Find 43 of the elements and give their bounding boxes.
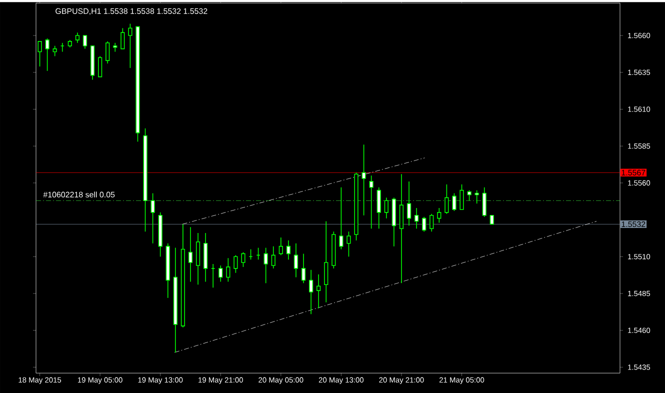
candlestick — [452, 192, 456, 212]
candlestick — [45, 38, 50, 72]
candlestick — [324, 220, 328, 303]
candlestick — [422, 216, 426, 232]
candlestick — [294, 242, 298, 278]
candlestick — [316, 274, 321, 309]
candlestick — [150, 192, 155, 244]
candlestick — [106, 40, 110, 64]
candlestick — [414, 208, 419, 229]
candlestick — [482, 186, 486, 218]
candlestick — [430, 213, 434, 232]
candlestick — [308, 269, 314, 314]
candlestick — [346, 231, 351, 257]
candlestick — [218, 265, 223, 282]
candlestick — [460, 184, 464, 210]
candlestick — [376, 186, 381, 229]
candlestick — [467, 190, 472, 201]
candlestick — [399, 174, 404, 284]
candlestick — [384, 197, 388, 219]
candlestick — [38, 40, 42, 67]
candlestick — [339, 186, 344, 250]
candlestick — [474, 190, 479, 204]
candlestick — [264, 247, 268, 284]
candlestick — [98, 56, 102, 78]
candlestick — [271, 246, 276, 269]
candlestick — [278, 237, 283, 256]
candlestick — [196, 232, 200, 285]
candlestick — [120, 28, 125, 50]
candlestick — [286, 240, 290, 260]
candlestick — [128, 23, 132, 68]
candlestick — [301, 253, 306, 284]
candlestick — [234, 254, 238, 274]
candlestick — [75, 32, 80, 44]
candlestick — [369, 175, 374, 229]
candlestick — [113, 42, 118, 52]
candlestick — [82, 35, 88, 50]
candlestick — [188, 226, 193, 282]
candlestick — [437, 208, 442, 224]
candlestick — [444, 184, 449, 214]
candlestick — [241, 252, 246, 268]
candlestick — [52, 45, 57, 57]
candlestick — [226, 258, 230, 282]
candlestick — [406, 181, 412, 226]
